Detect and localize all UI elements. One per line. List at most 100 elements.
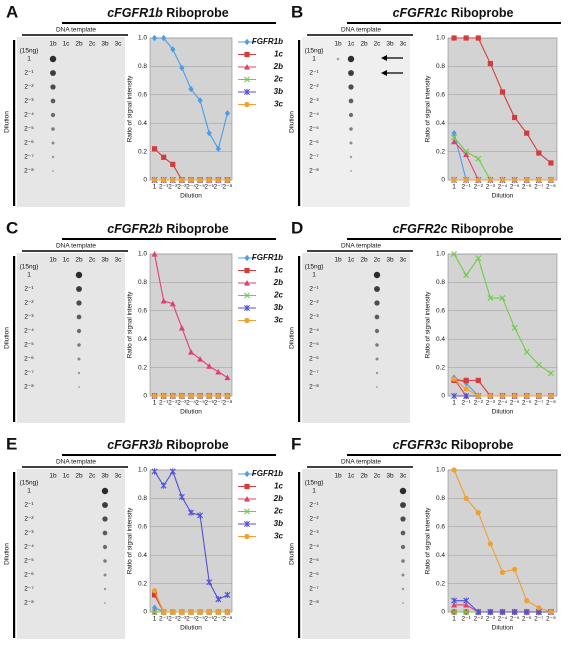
y-tick-label: 0.8 bbox=[436, 495, 445, 502]
blot-row-label: 2⁻² bbox=[309, 84, 319, 91]
blot-axis-label: Dilution bbox=[289, 327, 296, 349]
marker-stroke bbox=[535, 361, 542, 368]
legend-label: 2c bbox=[273, 75, 283, 84]
x-tick-label: 2⁻⁸ bbox=[223, 184, 233, 191]
y-axis-label: Ratio of signal intensity bbox=[425, 291, 432, 359]
data-point bbox=[151, 588, 158, 594]
x-tick-label: 2⁻¹ bbox=[159, 184, 169, 191]
data-point bbox=[463, 151, 470, 158]
blot-dot bbox=[348, 70, 354, 76]
blot-dot bbox=[374, 286, 380, 292]
blot-row-label: 2⁻³ bbox=[24, 314, 34, 321]
arrow-head bbox=[381, 55, 387, 61]
data-point bbox=[524, 393, 530, 399]
data-point bbox=[197, 177, 203, 183]
legend-label: 3c bbox=[274, 316, 283, 325]
legend-marker bbox=[244, 483, 250, 490]
data-point bbox=[215, 393, 221, 399]
blot-dot bbox=[101, 487, 109, 495]
title-suffix: Riboprobe bbox=[166, 222, 229, 236]
legend-label: 1c bbox=[274, 50, 283, 59]
blot-row-label: 2⁻² bbox=[309, 300, 319, 307]
data-point bbox=[151, 604, 158, 611]
probe-name: cFGFR2c bbox=[393, 222, 448, 236]
title-suffix: Riboprobe bbox=[451, 222, 514, 236]
data-point bbox=[536, 605, 542, 611]
x-tick-label: 2⁻⁵ bbox=[195, 616, 205, 623]
x-tick-label: 2⁻⁶ bbox=[204, 616, 214, 623]
x-tick-label: 2⁻⁵ bbox=[510, 184, 520, 191]
data-point bbox=[224, 393, 231, 399]
data-point bbox=[451, 597, 458, 604]
blot-column-label: 2c bbox=[89, 41, 97, 48]
y-tick-label: 0.8 bbox=[138, 279, 147, 286]
data-point bbox=[499, 295, 506, 302]
blot-column-label: 1c bbox=[348, 257, 356, 264]
y-axis-label: Ratio of signal intensity bbox=[127, 507, 134, 575]
x-tick-label: 2⁻² bbox=[168, 400, 178, 407]
x-tick-label: 2⁻⁷ bbox=[534, 616, 544, 623]
blot-row-label: 2⁻⁵ bbox=[24, 558, 34, 565]
x-tick-label: 2⁻³ bbox=[177, 616, 187, 623]
data-point bbox=[536, 177, 542, 183]
blot-dot bbox=[374, 300, 380, 306]
x-tick-label: 2⁻² bbox=[474, 400, 484, 407]
marker-stroke bbox=[451, 134, 458, 141]
data-point bbox=[463, 272, 470, 279]
blot-header: DNA template bbox=[341, 27, 381, 34]
legend-marker bbox=[244, 76, 250, 83]
data-point bbox=[451, 138, 458, 145]
data-point bbox=[170, 609, 176, 615]
blot-row-label: 2⁻³ bbox=[309, 530, 319, 537]
blot-dot bbox=[400, 544, 406, 550]
blot-row-label: 1 bbox=[312, 488, 316, 495]
data-point bbox=[487, 608, 494, 616]
legend-label: 2c bbox=[273, 507, 283, 516]
x-tick-label: 2⁻⁴ bbox=[498, 184, 508, 191]
x-tick-label: 1 bbox=[153, 184, 157, 191]
blot-dot bbox=[347, 55, 355, 63]
data-point bbox=[206, 393, 212, 399]
legend-label: 3b bbox=[274, 519, 283, 528]
blot-row-label: 2⁻⁶ bbox=[24, 572, 34, 579]
data-point bbox=[463, 609, 470, 615]
blot-row-label: 2⁻⁵ bbox=[309, 342, 319, 349]
y-tick-label: 0.6 bbox=[138, 92, 147, 99]
blot-column-label: 1b bbox=[334, 473, 342, 480]
blot-column-label: 3b bbox=[386, 257, 394, 264]
y-tick-label: 0.2 bbox=[436, 148, 445, 155]
data-point bbox=[451, 251, 458, 257]
legend-marker bbox=[244, 508, 250, 515]
blot-image bbox=[302, 37, 410, 207]
data-point bbox=[512, 566, 518, 572]
x-tick-label: 1 bbox=[452, 184, 456, 191]
data-point bbox=[188, 393, 194, 399]
blot-row-label: 2⁻⁶ bbox=[24, 140, 34, 147]
x-tick-label: 2⁻² bbox=[168, 616, 178, 623]
data-point bbox=[463, 601, 470, 608]
blot-row-label: 2⁻¹ bbox=[309, 70, 319, 77]
dilution-bar bbox=[13, 256, 16, 422]
blot-column-label: 3b bbox=[101, 473, 109, 480]
y-tick-label: 1.0 bbox=[138, 35, 147, 42]
data-point bbox=[178, 324, 185, 331]
blot-row-label: 2⁻² bbox=[309, 516, 319, 523]
blot-row-label: 2⁻⁵ bbox=[309, 126, 319, 133]
x-tick-label: 2⁻⁵ bbox=[510, 400, 520, 407]
panel-letter: A bbox=[6, 2, 18, 21]
data-point bbox=[536, 393, 542, 399]
blot-dot bbox=[349, 141, 353, 145]
data-point bbox=[188, 85, 194, 93]
blot-dot bbox=[374, 328, 380, 334]
blot-dot bbox=[50, 112, 56, 118]
data-point bbox=[151, 34, 158, 42]
blot-row-label: 2⁻⁵ bbox=[24, 126, 34, 133]
blot-dot bbox=[102, 544, 108, 550]
data-point bbox=[188, 348, 194, 355]
blot-dot bbox=[348, 98, 354, 104]
data-point bbox=[475, 255, 482, 262]
data-point bbox=[215, 609, 221, 615]
plot-area bbox=[149, 37, 233, 181]
marker-stroke bbox=[511, 324, 518, 331]
